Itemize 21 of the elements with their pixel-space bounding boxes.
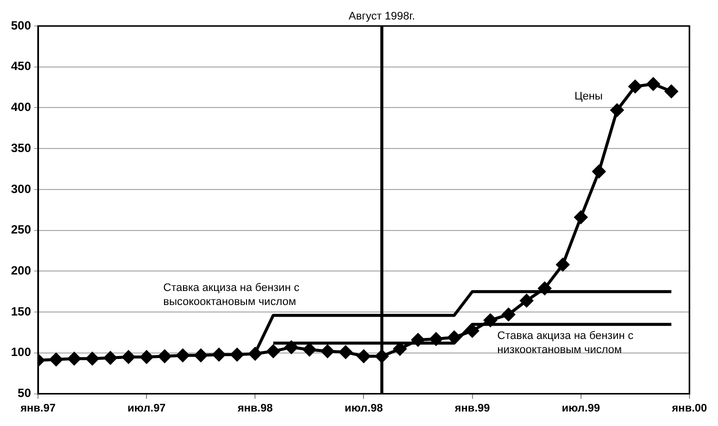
y-tick-label: 200	[10, 264, 32, 278]
ref-line-label: Август 1998г.	[348, 10, 416, 23]
series-label: Ставка акциза на бензин с низкооктановым числом	[497, 330, 634, 356]
x-tick-label: янв.00	[672, 402, 708, 414]
y-tick-label: 300	[10, 182, 32, 196]
y-tick-label: 50	[18, 386, 32, 400]
x-tick-label: июл.97	[128, 402, 166, 414]
y-tick-label: 500	[10, 18, 32, 32]
x-tick-label: янв.97	[20, 402, 56, 414]
x-tick-label: июл.98	[344, 402, 383, 414]
y-tick-label: 400	[10, 100, 32, 114]
x-tick-label: янв.99	[454, 402, 490, 414]
y-tick-label: 250	[10, 222, 32, 237]
series-label: Цены	[574, 90, 603, 103]
y-tick-label: 350	[10, 140, 32, 155]
x-tick-label: янв.98	[238, 402, 273, 414]
y-tick-label: 450	[10, 59, 32, 74]
y-tick-label: 150	[10, 304, 32, 318]
x-tick-label: июл.99	[562, 402, 600, 414]
series-label: Ставка акциза на бензин с высокооктановым числом	[163, 282, 300, 308]
y-tick-label: 100	[10, 345, 32, 360]
